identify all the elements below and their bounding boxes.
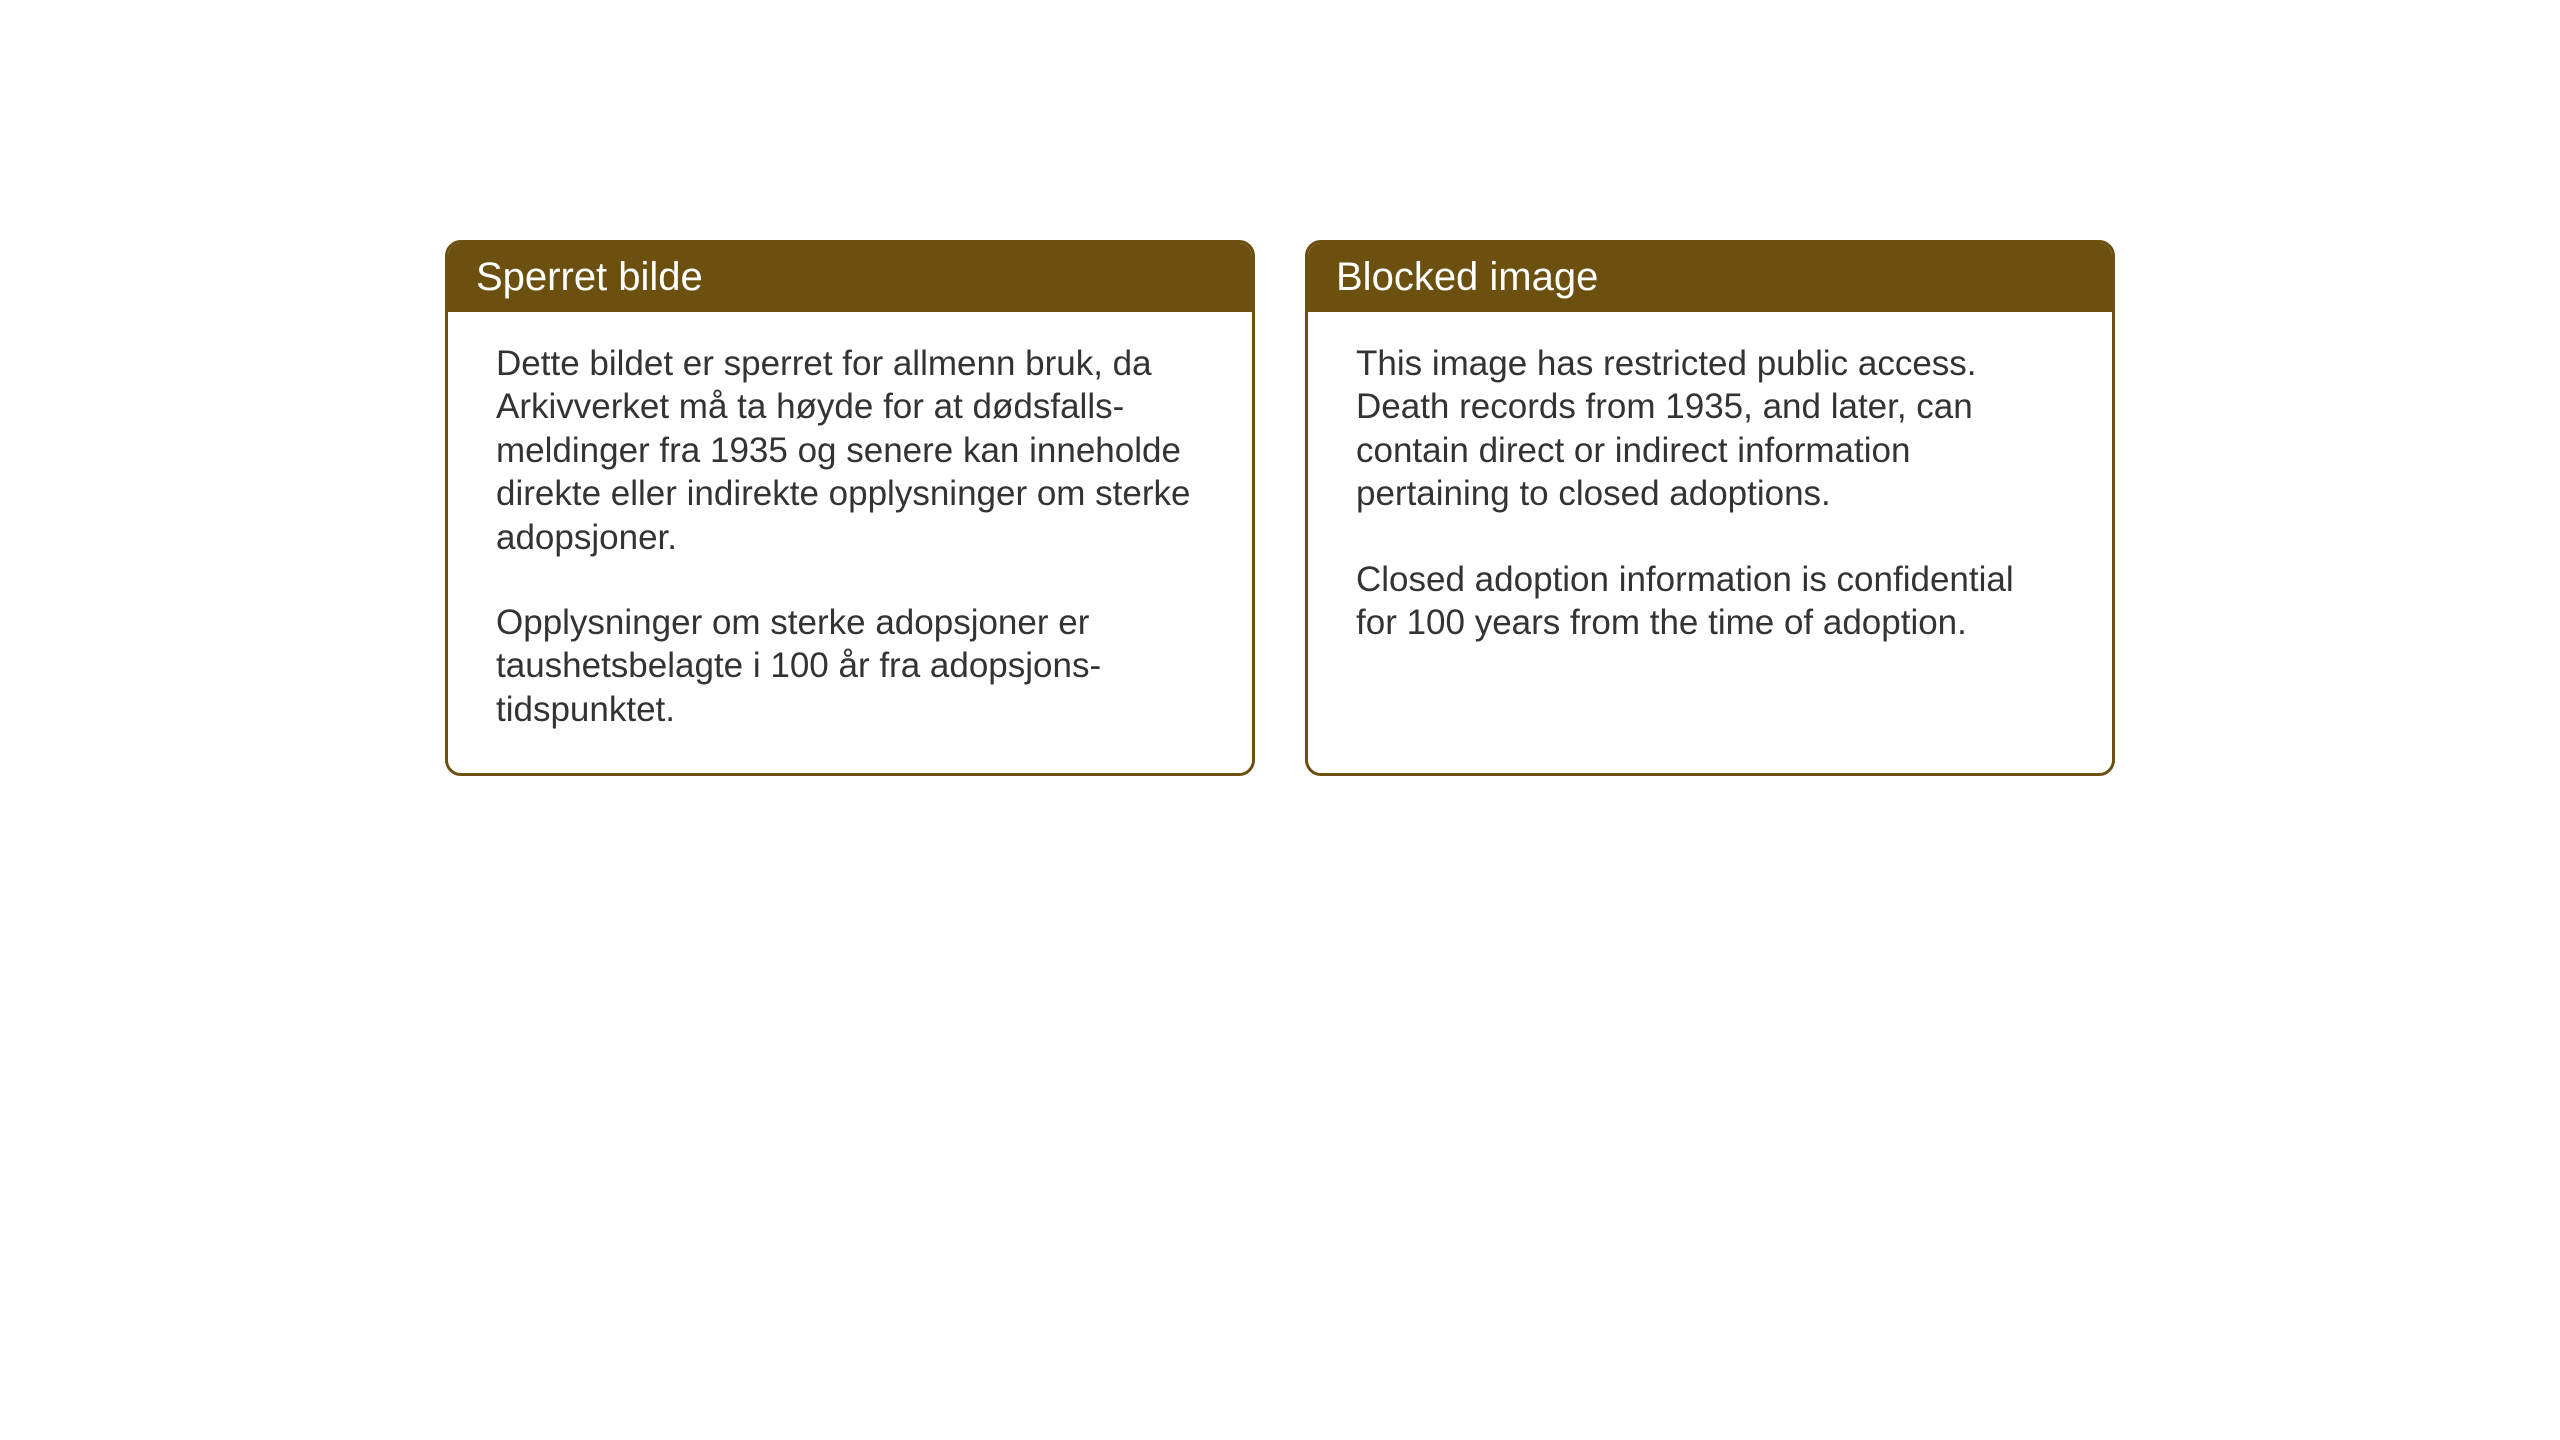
card-header-norwegian: Sperret bilde [448,243,1252,312]
card-body-english: This image has restricted public access.… [1308,312,2112,686]
card-container: Sperret bilde Dette bildet er sperret fo… [0,0,2560,776]
card-body-norwegian: Dette bildet er sperret for allmenn bruk… [448,312,1252,773]
card-paragraph-2-english: Closed adoption information is confident… [1356,558,2064,645]
card-paragraph-1-english: This image has restricted public access.… [1356,342,2064,516]
notice-card-english: Blocked image This image has restricted … [1305,240,2115,776]
card-title-english: Blocked image [1336,255,1598,299]
card-header-english: Blocked image [1308,243,2112,312]
card-paragraph-2-norwegian: Opplysninger om sterke adopsjoner er tau… [496,601,1204,731]
notice-card-norwegian: Sperret bilde Dette bildet er sperret fo… [445,240,1255,776]
card-paragraph-1-norwegian: Dette bildet er sperret for allmenn bruk… [496,342,1204,559]
card-title-norwegian: Sperret bilde [476,255,703,299]
